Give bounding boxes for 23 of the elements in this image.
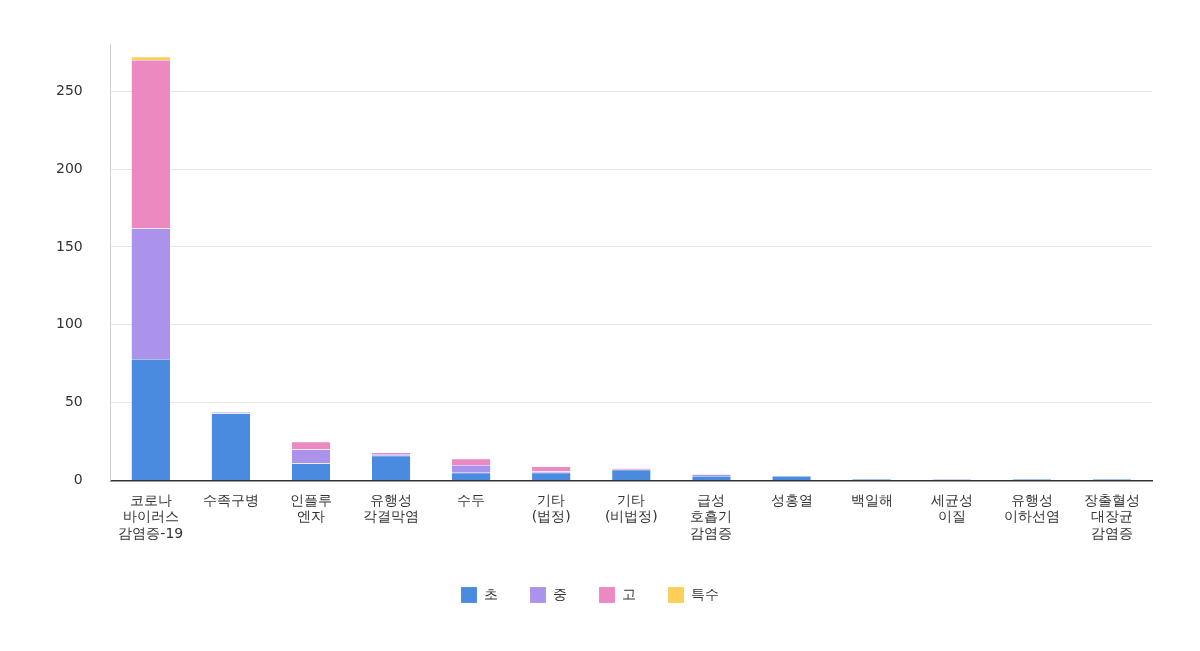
legend-label: 초 [484, 585, 498, 602]
y-tick-label: 250 [55, 81, 83, 98]
x-tick-label: 수두 [457, 491, 486, 508]
legend-label: 고 [622, 585, 636, 602]
x-tick-label: 유행성 각결막염 [363, 491, 420, 525]
y-tick-label: 150 [55, 237, 83, 254]
legend-label: 중 [553, 585, 567, 602]
y-tick-label: 0 [73, 471, 83, 488]
x-tick-label: 코로나 바이러스 감염증-19 [118, 491, 184, 542]
x-tick-label: 인플루 엔자 [289, 491, 332, 525]
x-tick-label: 성홍열 [770, 491, 813, 508]
y-tick-label: 100 [55, 315, 83, 332]
x-tick-label: 기타 (법정) [531, 491, 571, 525]
y-tick-label: 200 [55, 159, 83, 176]
x-tick-label: 수족구병 [202, 491, 259, 508]
legend-label: 특수 [691, 585, 719, 602]
x-tick-label: 장출혈성 대장균 감염증 [1083, 491, 1140, 542]
x-tick-label: 세균성 이질 [930, 491, 973, 525]
x-tick-label: 기타 (비법정) [604, 491, 658, 525]
y-tick-label: 50 [64, 393, 83, 410]
x-tick-label: 급성 호흡기 감염증 [690, 491, 733, 542]
x-tick-label: 백일해 [850, 491, 893, 508]
x-tick-label: 유행성 이하선염 [1003, 491, 1060, 525]
